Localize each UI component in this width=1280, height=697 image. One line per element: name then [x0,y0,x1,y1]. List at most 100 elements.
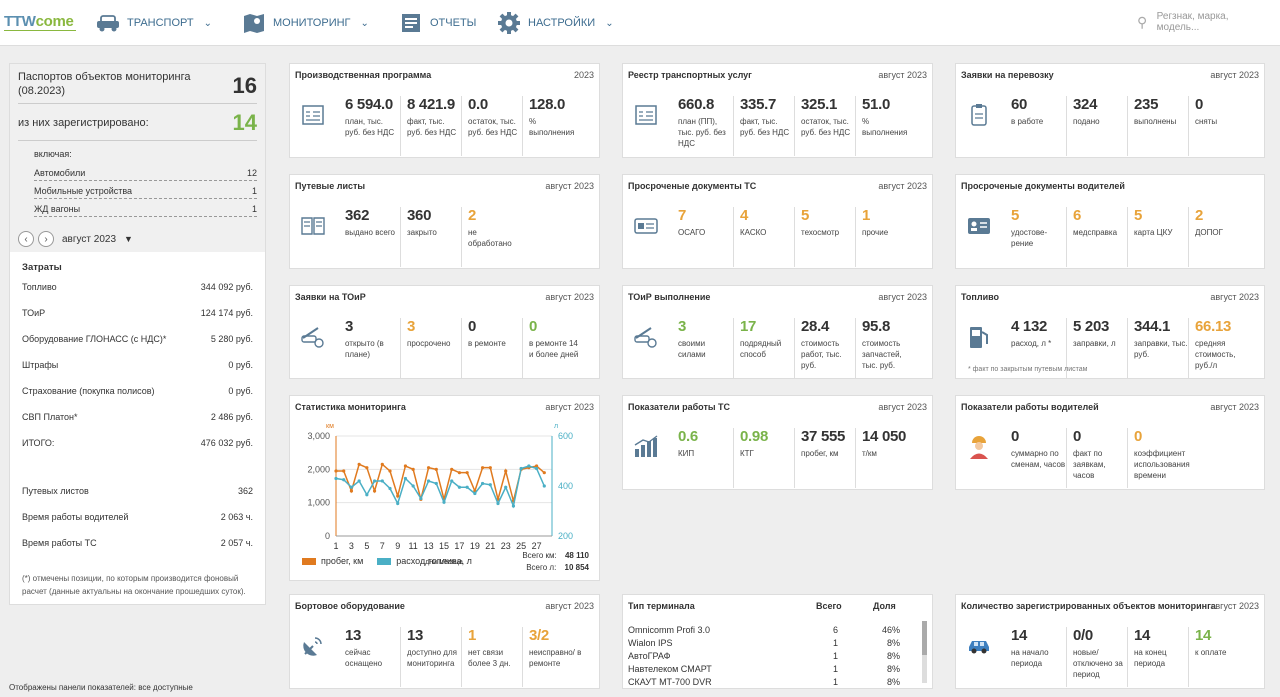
including-label: включая: [34,149,72,159]
data-point [527,464,531,468]
legend-swatch-mileage [302,557,316,565]
list-item[interactable]: ЖД вагоны 1 [34,199,257,217]
y-axis-label: км [326,423,334,430]
monitoring-stats-card[interactable]: Статистика мониторинга август 2023 0 1,000 2… [289,395,600,581]
x-tick-label: 21 [485,541,495,551]
kpi-stat: 1 нет связи более 3 дн. [461,627,522,687]
nav-monitoring[interactable]: МОНИТОРИНГ ⌄ [241,0,369,46]
kpi-stat: 7 ОСАГО [678,207,706,237]
data-point [357,479,361,483]
period-dropdown[interactable]: август 2023 [62,233,117,245]
kpi-stat: 51.0% выполнения [855,96,916,156]
prev-period-button[interactable]: ‹ [18,231,34,247]
data-point [434,467,438,471]
data-point [403,464,408,468]
transport-requests-card[interactable]: Заявки на перевозку август 2023 60 в работе… [955,63,1265,158]
scrollbar[interactable] [922,621,927,683]
list-item[interactable]: Автомобили 12 [34,163,257,181]
chevron-down-icon[interactable]: ▼ [124,234,133,244]
x-tick-label: 27 [532,541,542,551]
fuel-card[interactable]: Топливо август 2023 4 132 расход, л * 5 203 з… [955,285,1265,379]
x-tick-label: 13 [424,541,434,551]
data-point [457,471,462,475]
y-tick-label: 0 [325,531,330,541]
y2-tick-label: 400 [558,481,573,491]
card-period: август 2023 [545,601,594,611]
kpi-stat: 14 на конец периода [1127,627,1188,687]
kpi-stat: 0.6 КИП [678,428,698,458]
kpi-stat: 360 закрыто [400,207,461,267]
data-point [442,500,446,504]
gear-icon [496,11,522,35]
app-logo[interactable]: TTWcome [4,13,74,30]
wrench-icon [300,324,326,350]
registered-objects-card[interactable]: Количество зарегистрированных объектов м… [955,594,1265,689]
kpi-stat: 14 на начало периода [1011,627,1049,668]
data-point [450,479,454,483]
worker-icon [966,434,992,460]
cost-row: Страхование (покупка полисов) 0 руб. [22,386,253,396]
card-period: август 2023 [545,292,594,302]
next-period-button[interactable]: › [38,231,54,247]
kpi-stat: 4 КАСКО [733,207,794,267]
summary-panel: Паспортов объектов мониторинга (08.2023)… [9,63,266,605]
x-tick-label: 19 [470,541,480,551]
data-point [342,469,346,473]
vehicle-performance-card[interactable]: Показатели работы ТС август 2023 0.6 КИП 0.9… [622,395,933,490]
onboard-equipment-card[interactable]: Бортовое оборудование август 2023 13 сейчас… [289,594,600,689]
card-title: Бортовое оборудование [295,601,405,611]
data-point [372,489,377,493]
data-point [365,493,369,497]
waybills-card[interactable]: Путевые листы август 2023 362 выдано всего 3… [289,174,600,269]
maintenance-requests-card[interactable]: Заявки на ТОиР август 2023 3 открыто (в пла… [289,285,600,379]
maintenance-completion-card[interactable]: ТОиР выполнение август 2023 3 своими силами… [622,285,933,379]
nav-settings[interactable]: НАСТРОЙКИ ⌄ [496,0,614,46]
data-point [480,481,485,486]
nav-transport[interactable]: ТРАНСПОРТ ⌄ [95,0,212,46]
data-point [342,478,346,482]
card-title: Просроченые документы ТС [628,181,757,191]
data-point [403,476,408,481]
data-point [334,476,338,481]
card-title: ТОиР выполнение [628,292,711,302]
overdue-driver-docs-card[interactable]: Просроченые документы водителей 5 удостове… [955,174,1265,269]
card-period: август 2023 [878,181,927,191]
kpi-stat: 3 открыто (в плане) [345,318,384,359]
terminal-table: Omnicomm Profi 3.0 6 46% Wialon IPS 1 8% АвтоГ… [628,623,928,688]
card-period: август 2023 [545,181,594,191]
kpi-stat: 14 050 т/км [855,428,916,488]
search-input[interactable]: Регзнак, марка, модель... [1156,11,1229,33]
footer-status: Отображены панели показателей: все досту… [9,683,193,692]
data-point [519,466,523,471]
kpi-stat: 17 подрядный способ [733,318,794,378]
chevron-down-icon: ⌄ [203,17,212,29]
kpi-stat: 0 суммарно по сменам, часов [1011,428,1066,469]
list-item[interactable]: Мобильные устройства 1 [34,181,257,199]
search-box[interactable]: ⚲ Регзнак, марка, модель... [1137,11,1272,33]
table-row: Навтелеком СМАРТ 1 8% [628,663,900,674]
overdue-vehicle-docs-card[interactable]: Просроченые документы ТС август 2023 7 ОСАГ… [622,174,933,269]
extra-row: Путевых листов 362 [22,486,253,496]
production-program-card[interactable]: Производственная программа 2023 6 594.0 пла… [289,63,600,158]
kpi-stat: 660.8 план (ПП), тыс. руб. без НДС [678,96,726,148]
driver-performance-card[interactable]: Показатели работы водителей август 2023 0 с… [955,395,1265,490]
card-title: Топливо [961,292,1000,302]
kpi-stat: 0/0 новые/ отключено за период [1066,627,1127,687]
data-point [488,466,492,470]
card-title: Тип терминала [628,601,695,611]
card-title: Показатели работы водителей [961,402,1099,412]
doc-icon [633,102,659,128]
transport-services-card[interactable]: Реестр транспортных услуг август 2023 660.… [622,63,933,158]
data-point [534,464,539,468]
data-point [388,486,392,491]
nav-reports[interactable]: ОТЧЕТЫ [398,0,476,46]
terminal-type-card[interactable]: Тип терминала Всего Доля Omnicomm Profi 3.0… [622,594,933,689]
x-tick-label: 17 [454,541,464,551]
kpi-stat: 6 594.0 план, тыс. руб. без НДС [345,96,395,137]
kpi-stat: 3 просрочено [400,318,461,378]
x-tick-label: 7 [380,541,385,551]
kpi-stat: 335.7 факт, тыс. руб. без НДС [733,96,794,156]
kpi-stat: 0.98 КТГ [733,428,794,488]
kpi-stat: 1 прочие [855,207,916,267]
